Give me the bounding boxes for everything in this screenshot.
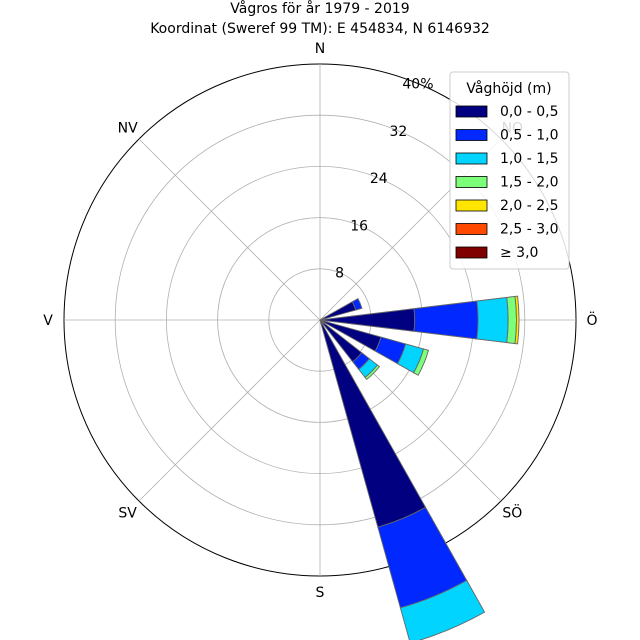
radial-tick-label: 40% xyxy=(402,76,433,92)
legend-title: Våghöjd (m) xyxy=(466,80,551,97)
rose-bar-segment xyxy=(476,296,509,344)
legend-swatch xyxy=(455,176,488,188)
legend-label: 2,0 - 2,5 xyxy=(500,198,558,214)
legend-items: 0,0 - 0,5 0,5 - 1,0 1,0 - 1,5 1,5 - 2,0 2,0 … xyxy=(455,104,558,261)
legend-swatch xyxy=(455,152,488,165)
direction-label: SV xyxy=(118,505,137,521)
chart-title: Vågros för år 1979 - 2019 xyxy=(230,0,409,17)
legend: Våghöjd (m) 0,0 - 0,5 0,5 - 1,0 1,0 - 1,5 1… xyxy=(449,71,570,270)
direction-label: Ö xyxy=(586,311,597,329)
rose-bar-segment xyxy=(399,579,486,640)
rose-bar-segment xyxy=(506,295,517,345)
radial-tick-label: 8 xyxy=(335,266,344,282)
direction-label: NV xyxy=(118,121,138,137)
polar-grid xyxy=(63,63,577,577)
legend-swatch xyxy=(455,129,488,141)
legend-label: 1,5 - 2,0 xyxy=(500,175,558,191)
legend-swatch xyxy=(455,199,488,212)
legend-label: 1,0 - 1,5 xyxy=(500,151,558,167)
legend-label: ≥ 3,0 xyxy=(500,245,538,261)
direction-label: V xyxy=(43,313,53,329)
rose-bars xyxy=(319,295,520,640)
rose-bar-segment xyxy=(413,348,430,376)
radial-tick-labels: 8 16 24 32 40% xyxy=(335,76,433,281)
radial-tick-label: 32 xyxy=(389,124,407,140)
grid-spoke xyxy=(138,319,321,502)
direction-label: N xyxy=(315,41,325,57)
radial-tick-label: 24 xyxy=(370,171,388,187)
legend-frame xyxy=(449,71,570,270)
direction-label: S xyxy=(316,585,325,601)
direction-label: SÖ xyxy=(502,503,522,521)
legend-swatch xyxy=(455,105,488,118)
rose-bar-segment xyxy=(514,295,520,345)
legend-swatch xyxy=(455,223,488,235)
legend-label: 0,5 - 1,0 xyxy=(500,128,558,144)
legend-label: 0,0 - 0,5 xyxy=(500,104,558,120)
legend-label: 2,5 - 3,0 xyxy=(500,222,558,238)
radial-tick-label: 16 xyxy=(350,218,368,234)
rose-bar-segment xyxy=(413,300,479,340)
rose-bar-segment xyxy=(351,298,363,311)
chart-subtitle: Koordinat (Sweref 99 TM): E 454834, N 61… xyxy=(150,21,490,37)
grid-spoke xyxy=(138,138,321,321)
legend-swatch xyxy=(455,246,488,259)
rose-bar-segment xyxy=(364,364,381,381)
